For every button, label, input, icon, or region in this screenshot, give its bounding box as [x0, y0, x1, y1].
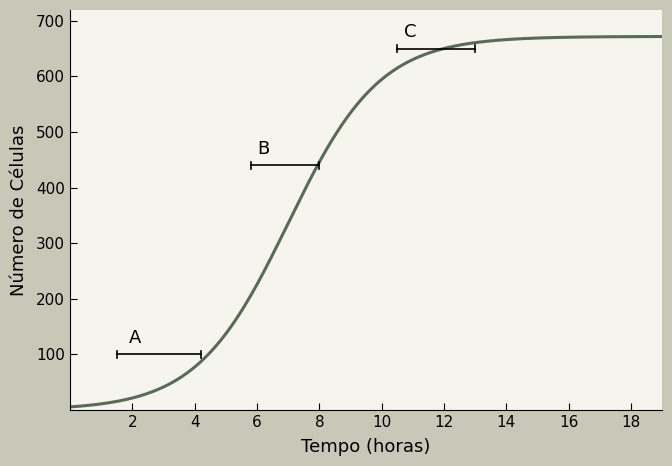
- X-axis label: Tempo (horas): Tempo (horas): [302, 439, 431, 456]
- Y-axis label: Número de Células: Número de Células: [9, 124, 28, 295]
- Text: B: B: [257, 140, 269, 158]
- Text: C: C: [403, 23, 416, 41]
- Text: A: A: [129, 329, 142, 347]
